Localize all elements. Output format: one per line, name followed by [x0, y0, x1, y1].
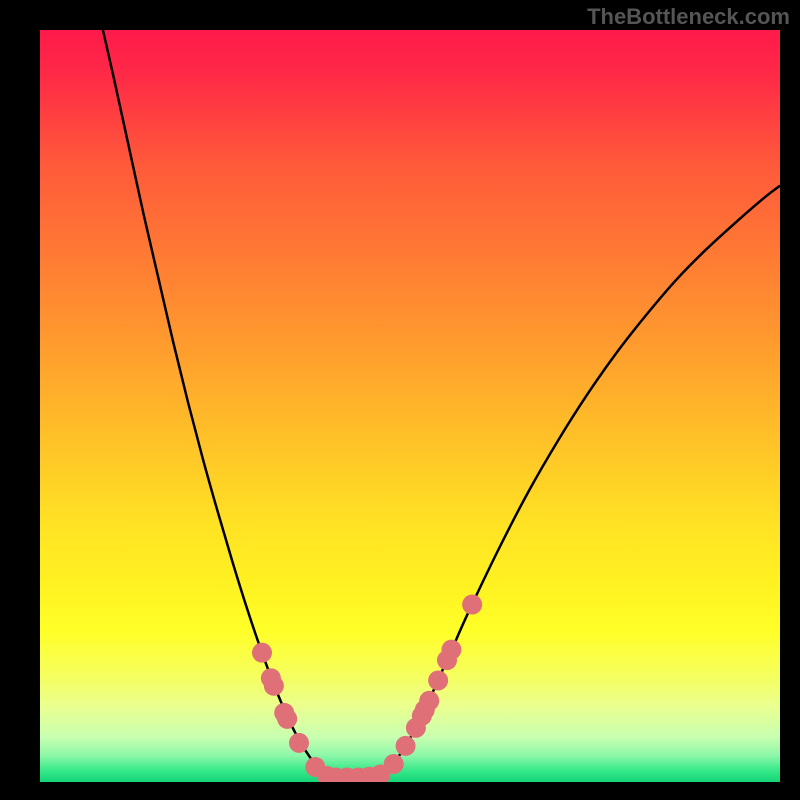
chart-curve-layer — [40, 30, 780, 782]
curve-marker — [428, 670, 448, 690]
chart-inner-area — [40, 30, 780, 782]
chart-container: { "meta": { "source_watermark": "TheBott… — [0, 0, 800, 800]
curve-marker — [396, 736, 416, 756]
curve-marker — [277, 709, 297, 729]
curve-marker — [384, 754, 404, 774]
curve-marker — [252, 643, 272, 663]
curve-marker — [264, 676, 284, 696]
curve-marker — [441, 640, 461, 660]
curve-markers — [252, 595, 482, 782]
watermark-text: TheBottleneck.com — [587, 4, 790, 30]
curve-marker — [419, 691, 439, 711]
curve-marker — [462, 595, 482, 615]
curve-marker — [289, 733, 309, 753]
